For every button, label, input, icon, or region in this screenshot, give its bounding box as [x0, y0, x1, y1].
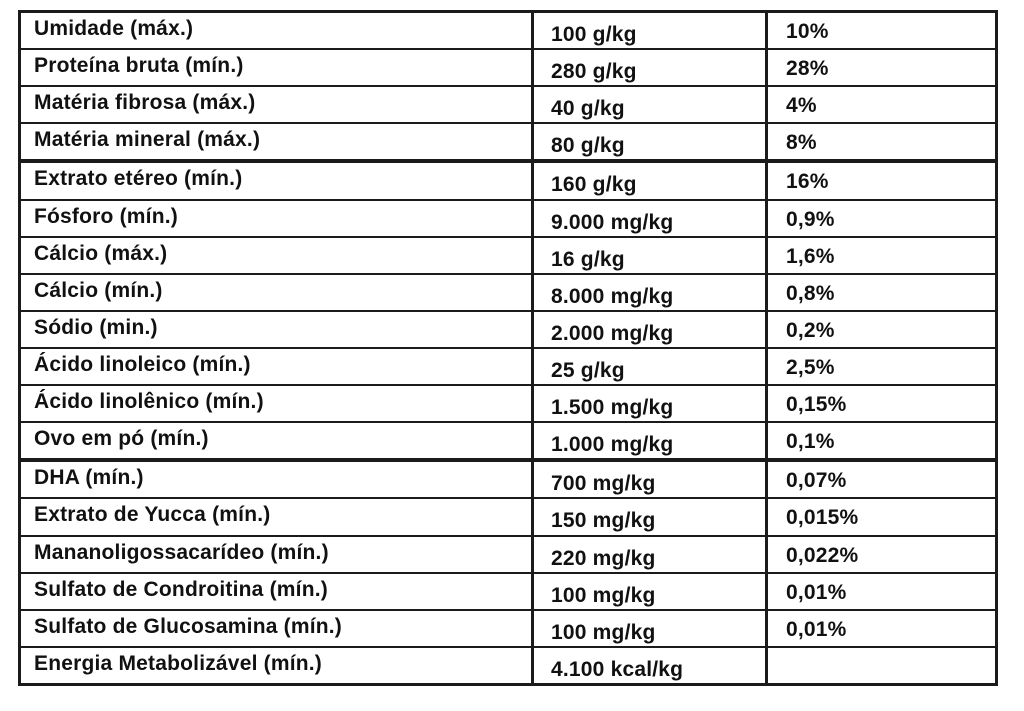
table-row: Matéria mineral (máx.) 80 g/kg 8% — [18, 122, 998, 164]
amount-cell: 100 mg/kg — [531, 571, 768, 611]
table-row: Ácido linoleico (mín.) 25 g/kg 2,5% — [18, 346, 998, 387]
amount-cell: 4.100 kcal/kg — [531, 645, 768, 686]
table-body: Umidade (máx.) 100 g/kg 10% Proteína bru… — [18, 10, 998, 686]
table-row: Sulfato de Glucosamina (mín.) 100 mg/kg … — [18, 608, 998, 648]
amount-cell: 100 mg/kg — [531, 608, 768, 648]
percentage-cell: 0,022% — [765, 534, 998, 574]
amount-cell: 160 g/kg — [531, 160, 768, 201]
percentage-cell: 0,01% — [765, 571, 998, 611]
table-row: Sulfato de Condroitina (mín.) 100 mg/kg … — [18, 571, 998, 611]
table-row: Sódio (min.) 2.000 mg/kg 0,2% — [18, 309, 998, 349]
amount-cell: 40 g/kg — [531, 85, 768, 125]
table-row: Umidade (máx.) 100 g/kg 10% — [18, 10, 998, 51]
nutrient-name-cell: DHA (mín.) — [18, 459, 534, 500]
nutrient-name-cell: Extrato de Yucca (mín.) — [18, 497, 534, 537]
amount-cell: 25 g/kg — [531, 346, 768, 387]
percentage-cell: 0,8% — [765, 272, 998, 312]
nutrient-name-cell: Fósforo (mín.) — [18, 198, 534, 238]
nutrient-name-cell: Sulfato de Glucosamina (mín.) — [18, 608, 534, 648]
percentage-cell: 10% — [765, 10, 998, 51]
percentage-cell: 0,015% — [765, 497, 998, 537]
table-row: Energia Metabolizável (mín.) 4.100 kcal/… — [18, 645, 998, 686]
amount-cell: 150 mg/kg — [531, 497, 768, 537]
amount-cell: 8.000 mg/kg — [531, 272, 768, 312]
nutrient-name-cell: Cálcio (mín.) — [18, 272, 534, 312]
nutrient-name-cell: Matéria fibrosa (máx.) — [18, 85, 534, 125]
table-row: Proteína bruta (mín.) 280 g/kg 28% — [18, 48, 998, 88]
table-row: Matéria fibrosa (máx.) 40 g/kg 4% — [18, 85, 998, 125]
percentage-cell: 16% — [765, 160, 998, 201]
percentage-cell: 0,9% — [765, 198, 998, 238]
nutrient-name-cell: Cálcio (máx.) — [18, 235, 534, 275]
nutrient-name-cell: Mananoligossacarídeo (mín.) — [18, 534, 534, 574]
amount-cell: 220 mg/kg — [531, 534, 768, 574]
nutrient-name-cell: Matéria mineral (máx.) — [18, 122, 534, 164]
percentage-cell: 0,1% — [765, 421, 998, 463]
percentage-cell — [765, 645, 998, 686]
nutrient-name-cell: Sulfato de Condroitina (mín.) — [18, 571, 534, 611]
amount-cell: 16 g/kg — [531, 235, 768, 275]
percentage-cell: 0,01% — [765, 608, 998, 648]
table-row: Ácido linolênico (mín.) 1.500 mg/kg 0,15… — [18, 384, 998, 424]
nutrient-name-cell: Extrato etéreo (mín.) — [18, 160, 534, 201]
percentage-cell: 8% — [765, 122, 998, 164]
nutrient-name-cell: Ovo em pó (mín.) — [18, 421, 534, 463]
table-row: Ovo em pó (mín.) 1.000 mg/kg 0,1% — [18, 421, 998, 463]
percentage-cell: 28% — [765, 48, 998, 88]
amount-cell: 100 g/kg — [531, 10, 768, 51]
nutrient-name-cell: Umidade (máx.) — [18, 10, 534, 51]
amount-cell: 80 g/kg — [531, 122, 768, 164]
table-row: Cálcio (máx.) 16 g/kg 1,6% — [18, 235, 998, 275]
amount-cell: 2.000 mg/kg — [531, 309, 768, 349]
percentage-cell: 2,5% — [765, 346, 998, 387]
amount-cell: 1.000 mg/kg — [531, 421, 768, 463]
table-row: Extrato etéreo (mín.) 160 g/kg 16% — [18, 160, 998, 201]
percentage-cell: 0,2% — [765, 309, 998, 349]
nutrient-name-cell: Proteína bruta (mín.) — [18, 48, 534, 88]
percentage-cell: 1,6% — [765, 235, 998, 275]
guaranteed-analysis-table: Umidade (máx.) 100 g/kg 10% Proteína bru… — [18, 10, 998, 686]
nutrient-name-cell: Ácido linolênico (mín.) — [18, 384, 534, 424]
nutrient-name-cell: Sódio (min.) — [18, 309, 534, 349]
table-row: Cálcio (mín.) 8.000 mg/kg 0,8% — [18, 272, 998, 312]
percentage-cell: 4% — [765, 85, 998, 125]
table-row: DHA (mín.) 700 mg/kg 0,07% — [18, 459, 998, 500]
table-row: Fósforo (mín.) 9.000 mg/kg 0,9% — [18, 198, 998, 238]
percentage-cell: 0,07% — [765, 459, 998, 500]
amount-cell: 700 mg/kg — [531, 459, 768, 500]
nutrient-name-cell: Energia Metabolizável (mín.) — [18, 645, 534, 686]
table-row: Extrato de Yucca (mín.) 150 mg/kg 0,015% — [18, 497, 998, 537]
amount-cell: 280 g/kg — [531, 48, 768, 88]
nutrient-name-cell: Ácido linoleico (mín.) — [18, 346, 534, 387]
amount-cell: 1.500 mg/kg — [531, 384, 768, 424]
amount-cell: 9.000 mg/kg — [531, 198, 768, 238]
percentage-cell: 0,15% — [765, 384, 998, 424]
table-row: Mananoligossacarídeo (mín.) 220 mg/kg 0,… — [18, 534, 998, 574]
